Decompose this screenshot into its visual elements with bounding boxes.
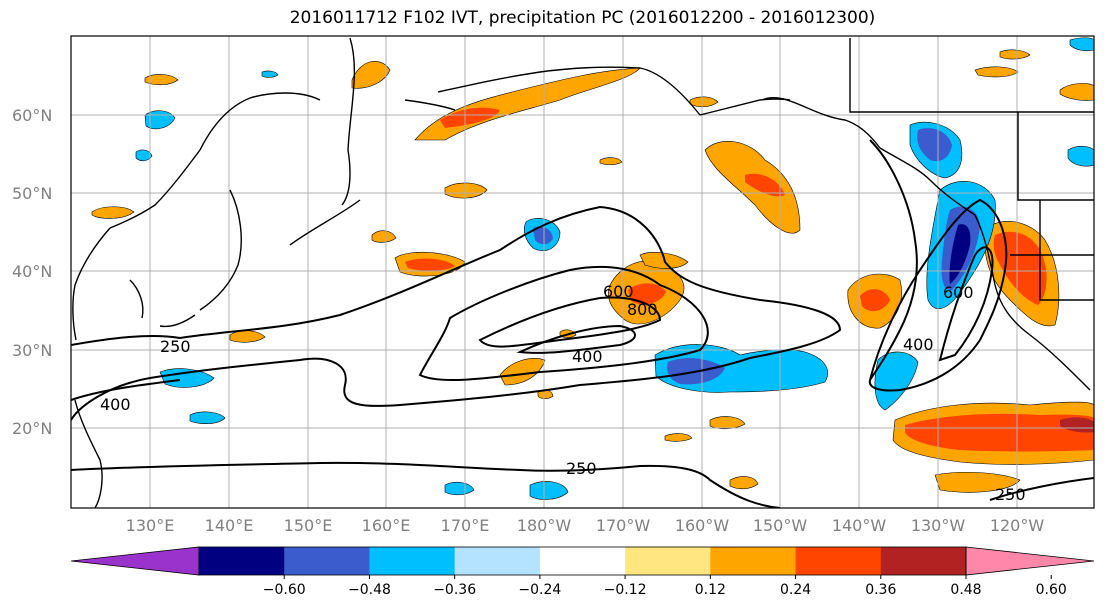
colorbar-segment <box>454 547 541 575</box>
precip-shading <box>91 37 1094 500</box>
lon-label: 170°W <box>596 516 651 535</box>
contour-label: 600 <box>943 283 974 302</box>
contour-label: 800 <box>627 300 658 319</box>
colorbar-tick-label: 0.36 <box>865 582 896 598</box>
lat-label: 50°N <box>12 184 52 203</box>
contour-label: 250 <box>995 485 1026 504</box>
colorbar-tick-label: 0.60 <box>1036 582 1067 598</box>
contour-label: 600 <box>603 282 634 301</box>
lat-label: 60°N <box>12 106 52 125</box>
lon-label: 130°E <box>126 516 175 535</box>
contour-labels: 250 400 600 800 400 250 250 400 600 <box>100 282 1026 504</box>
lon-label: 130°W <box>911 516 966 535</box>
colorbar-tick-label: −0.48 <box>348 582 391 598</box>
colorbar: −0.60 −0.48 −0.36 −0.24 −0.12 0.12 0.24 0.36 0.4… <box>70 546 1095 598</box>
contour-label: 400 <box>100 395 131 414</box>
colorbar-segment <box>199 547 285 575</box>
colorbar-segment <box>880 547 967 575</box>
colorbar-segment <box>625 547 711 575</box>
colorbar-segment <box>539 547 626 575</box>
contour-label: 400 <box>572 347 603 366</box>
longitude-labels: 130°E 140°E 150°E 160°E 170°E 180°W 170°… <box>126 516 1045 535</box>
colorbar-extend-high <box>965 546 1095 576</box>
coastlines <box>72 37 1094 508</box>
lon-label: 170°E <box>441 516 490 535</box>
lat-label: 30°N <box>12 341 52 360</box>
colorbar-outline <box>198 546 967 576</box>
lon-label: 140°W <box>832 516 887 535</box>
latitude-labels: 20°N 30°N 40°N 50°N 60°N <box>12 106 52 438</box>
lon-label: 160°W <box>675 516 730 535</box>
map-title: 2016011712 F102 IVT, precipitation PC (2… <box>289 8 876 28</box>
lon-label: 180°W <box>517 516 572 535</box>
colorbar-segment <box>795 547 882 575</box>
colorbar-tick-label: −0.36 <box>433 582 476 598</box>
colorbar-tick-label: −0.60 <box>263 582 306 598</box>
lon-label: 140°E <box>205 516 254 535</box>
colorbar-tick-label: 0.12 <box>695 582 726 598</box>
colorbar-segment <box>369 547 456 575</box>
lon-label: 150°W <box>753 516 808 535</box>
lon-label: 120°W <box>990 516 1045 535</box>
colorbar-extend-low <box>70 546 200 576</box>
contour-label: 250 <box>160 337 191 356</box>
lon-label: 150°E <box>284 516 333 535</box>
contour-label: 400 <box>903 335 934 354</box>
colorbar-tick-label: 0.48 <box>950 582 981 598</box>
contour-label: 250 <box>566 459 597 478</box>
ivt-contours <box>71 139 1094 508</box>
colorbar-tick-label: −0.24 <box>518 582 561 598</box>
lon-label: 160°E <box>362 516 411 535</box>
colorbar-tick-label: 0.24 <box>780 582 811 598</box>
map-frame <box>70 35 1095 509</box>
colorbar-segment <box>284 547 370 575</box>
colorbar-segment <box>710 547 797 575</box>
lat-label: 40°N <box>12 262 52 281</box>
colorbar-tick-label: −0.12 <box>604 582 647 598</box>
lat-label: 20°N <box>12 419 52 438</box>
